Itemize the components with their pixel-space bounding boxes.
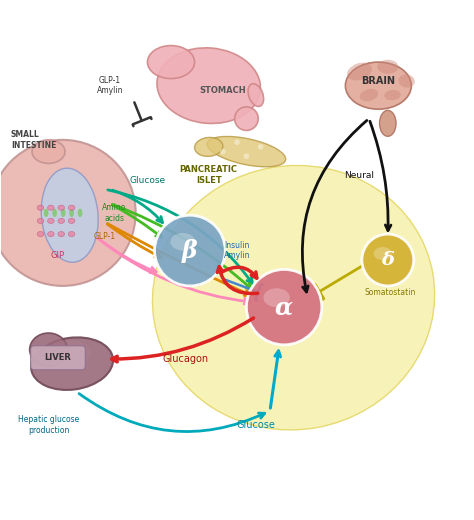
- Ellipse shape: [347, 62, 372, 81]
- Text: SMALL
INTESTINE: SMALL INTESTINE: [11, 130, 56, 150]
- Ellipse shape: [58, 231, 64, 237]
- Text: α: α: [275, 295, 293, 319]
- Ellipse shape: [374, 247, 392, 260]
- Ellipse shape: [248, 84, 264, 107]
- Ellipse shape: [47, 231, 54, 237]
- Ellipse shape: [68, 231, 75, 237]
- Ellipse shape: [68, 205, 75, 210]
- Text: STOMACH: STOMACH: [200, 86, 246, 95]
- Text: Glucagon: Glucagon: [162, 354, 208, 364]
- Ellipse shape: [47, 218, 54, 224]
- Circle shape: [244, 153, 249, 159]
- Ellipse shape: [69, 209, 74, 217]
- FancyBboxPatch shape: [31, 346, 85, 370]
- Ellipse shape: [360, 89, 378, 101]
- Ellipse shape: [235, 107, 258, 131]
- Text: Glucose: Glucose: [237, 420, 275, 430]
- Text: GLP-1
Amylin: GLP-1 Amylin: [97, 76, 123, 95]
- Ellipse shape: [399, 74, 415, 87]
- Ellipse shape: [384, 90, 401, 100]
- Text: Somatostatin: Somatostatin: [364, 289, 416, 297]
- Ellipse shape: [58, 218, 64, 224]
- Ellipse shape: [44, 340, 91, 369]
- Ellipse shape: [37, 231, 44, 237]
- Circle shape: [362, 234, 414, 286]
- Text: PANCREATIC
ISLET: PANCREATIC ISLET: [180, 165, 238, 185]
- Ellipse shape: [377, 60, 398, 74]
- Ellipse shape: [58, 205, 64, 210]
- Ellipse shape: [52, 209, 57, 217]
- Ellipse shape: [32, 140, 65, 163]
- Text: BRAIN: BRAIN: [361, 76, 395, 86]
- Ellipse shape: [147, 46, 195, 79]
- Ellipse shape: [264, 288, 290, 307]
- Text: GIP: GIP: [51, 251, 65, 260]
- Text: Glucose: Glucose: [129, 176, 165, 185]
- Text: Neural: Neural: [345, 171, 374, 180]
- Ellipse shape: [31, 337, 113, 390]
- Text: δ: δ: [381, 251, 394, 269]
- Ellipse shape: [61, 209, 65, 217]
- Circle shape: [246, 269, 322, 345]
- Ellipse shape: [380, 110, 396, 136]
- Ellipse shape: [157, 48, 261, 123]
- Ellipse shape: [37, 205, 44, 210]
- Text: LIVER: LIVER: [45, 353, 72, 362]
- Ellipse shape: [44, 209, 48, 217]
- Circle shape: [0, 140, 136, 286]
- Text: GLP-1: GLP-1: [94, 232, 116, 241]
- Ellipse shape: [47, 205, 54, 210]
- Ellipse shape: [37, 218, 44, 224]
- Text: Amino
acids: Amino acids: [102, 203, 127, 223]
- Circle shape: [220, 149, 226, 154]
- Ellipse shape: [195, 137, 223, 157]
- Ellipse shape: [346, 62, 411, 109]
- Text: β: β: [182, 239, 198, 263]
- Ellipse shape: [41, 168, 98, 262]
- Ellipse shape: [78, 209, 82, 217]
- Circle shape: [155, 215, 225, 286]
- Ellipse shape: [30, 333, 67, 366]
- Ellipse shape: [171, 233, 195, 251]
- Text: Insulin
Amylin: Insulin Amylin: [224, 241, 250, 260]
- Text: Hepatic glucose
production: Hepatic glucose production: [18, 415, 79, 435]
- Circle shape: [234, 139, 240, 145]
- Circle shape: [258, 144, 264, 150]
- Ellipse shape: [207, 136, 286, 167]
- Ellipse shape: [68, 218, 75, 224]
- Ellipse shape: [153, 165, 435, 430]
